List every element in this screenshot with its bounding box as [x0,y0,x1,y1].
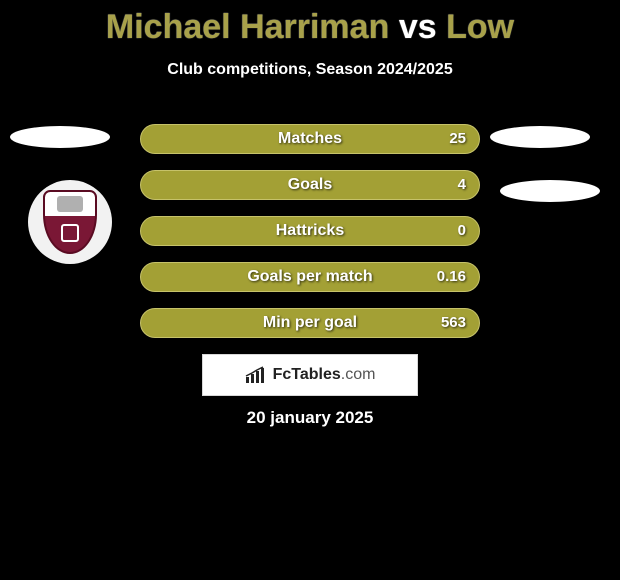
club-shield-icon [43,190,97,254]
brand-chart-icon [245,366,267,384]
stat-value: 25 [449,124,466,154]
stat-row: Min per goal563 [140,308,480,338]
title-player2: Low [446,8,514,46]
stat-value: 0.16 [437,262,466,292]
stat-label: Min per goal [140,308,480,338]
subtitle: Club competitions, Season 2024/2025 [0,61,620,79]
page-title: Michael Harriman vs Low [0,0,620,47]
snapshot-date: 20 january 2025 [0,408,620,428]
player1-photo-placeholder [10,126,110,148]
player1-club-badge [28,180,112,264]
player2-club-placeholder [500,180,600,202]
stat-value: 563 [441,308,466,338]
brand-domain: .com [341,366,376,383]
brand-name: FcTables [273,366,341,383]
stat-label: Goals [140,170,480,200]
brand-watermark: FcTables.com [202,354,418,396]
stat-label: Goals per match [140,262,480,292]
brand-text: FcTables.com [273,366,376,384]
title-player1: Michael Harriman [106,8,389,46]
stat-row: Hattricks0 [140,216,480,246]
stat-label: Hattricks [140,216,480,246]
stat-value: 0 [458,216,466,246]
stat-bars: Matches25 Goals4 Hattricks0 Goals per match… [140,124,480,354]
stat-value: 4 [458,170,466,200]
title-vs: vs [399,8,437,46]
stat-row: Goals per match0.16 [140,262,480,292]
stat-label: Matches [140,124,480,154]
player2-photo-placeholder [490,126,590,148]
stat-row: Matches25 [140,124,480,154]
stat-row: Goals4 [140,170,480,200]
